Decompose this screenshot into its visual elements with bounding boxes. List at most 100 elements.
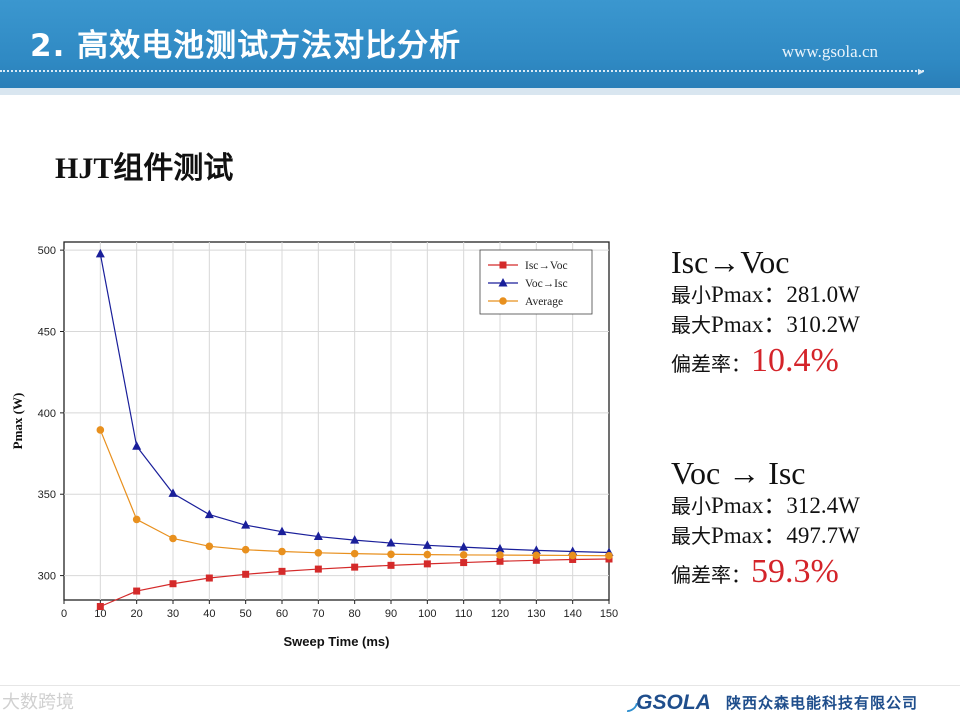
data-point-0 (96, 603, 104, 611)
data-point-1 (95, 248, 105, 258)
data-point-1 (241, 520, 251, 529)
legend-marker (499, 297, 507, 305)
data-point-2 (568, 551, 577, 560)
data-point-2 (605, 551, 613, 560)
x-tick-label: 90 (385, 608, 397, 620)
data-point-1 (422, 540, 432, 549)
data-point-1 (531, 545, 541, 554)
x-tick-label: 50 (240, 608, 252, 620)
min-label: 最小 (671, 494, 711, 518)
y-axis-label: Pmax (W) (10, 393, 25, 450)
data-point-2 (169, 534, 177, 543)
deviation-label: 偏差率： (671, 563, 751, 587)
page-title: 2. 高效电池测试方法对比分析 (30, 28, 462, 64)
data-point-0 (423, 560, 431, 568)
x-tick-label: 60 (276, 608, 288, 620)
y-tick-label: 350 (38, 489, 56, 501)
panel-isc-voc: Isc→Voc 最小Pmax：281.0W 最大Pmax：310.2W 偏差率：… (671, 244, 860, 385)
watermark: 大数跨境 (2, 692, 74, 713)
data-point-2 (387, 550, 395, 559)
section-title: HJT组件测试 (55, 143, 233, 187)
data-point-0 (205, 574, 213, 582)
data-point-0 (496, 557, 504, 565)
data-point-0 (387, 561, 395, 569)
header-divider (0, 70, 924, 72)
data-point-1 (313, 531, 323, 541)
data-point-2 (459, 551, 468, 559)
data-point-1 (495, 543, 505, 553)
data-point-2 (423, 550, 432, 559)
x-tick-label: 20 (131, 608, 143, 620)
data-point-2 (532, 551, 541, 560)
x-tick-label: 150 (600, 608, 618, 620)
panel-heading: Isc→Voc (671, 244, 790, 280)
data-point-0 (242, 570, 250, 578)
header-bar: 2. 高效电池测试方法对比分析 www.gsola.cn ▸ (0, 0, 960, 88)
section-title-latin: HJT (55, 152, 114, 185)
data-point-0 (351, 563, 359, 571)
max-label: 最大 (671, 524, 711, 548)
x-tick-label: 40 (203, 608, 215, 620)
data-point-2 (278, 547, 286, 556)
data-point-2 (96, 426, 105, 434)
data-point-0 (133, 587, 141, 595)
x-tick-label: 80 (349, 608, 361, 620)
deviation-rate: 偏差率：10.4% (671, 340, 860, 385)
deviation-value: 10.4% (751, 342, 839, 379)
x-tick-label: 0 (61, 608, 67, 620)
min-value: Pmax：312.4W (711, 493, 860, 518)
company-name: 陕西众森电能科技有限公司 (726, 694, 919, 712)
max-value: Pmax：497.7W (711, 523, 860, 548)
data-point-2 (132, 515, 141, 524)
data-point-2 (350, 549, 359, 558)
x-tick-label: 140 (563, 608, 581, 620)
max-value: Pmax：310.2W (711, 312, 860, 337)
x-tick-label: 70 (312, 608, 324, 620)
data-point-0 (460, 559, 468, 567)
header-shadow (0, 88, 960, 95)
data-point-0 (569, 555, 577, 563)
company-logo: ◞GSOLA (628, 690, 711, 715)
data-point-1 (168, 488, 178, 497)
logo-swoosh-icon: ◞ (628, 691, 637, 714)
panel-heading: Voc → Isc (671, 455, 806, 491)
data-point-0 (314, 565, 322, 573)
data-point-1 (132, 441, 142, 450)
data-point-1 (386, 538, 396, 547)
x-tick-label: 130 (527, 608, 545, 620)
min-value: Pmax：281.0W (711, 282, 860, 307)
max-pmax: 最大Pmax：310.2W (671, 310, 860, 340)
pmax-sweep-chart: 0 10 20 30 40 50 60 70 80 90 100 110 120 130 140 150 300… (10, 241, 618, 649)
data-point-1 (204, 509, 214, 519)
legend-label: Voc→Isc (525, 278, 568, 290)
data-point-0 (169, 580, 177, 588)
legend-marker (499, 261, 507, 269)
max-label: 最大 (671, 313, 711, 337)
header-url[interactable]: www.gsola.cn (781, 42, 878, 61)
y-tick-label: 300 (38, 571, 56, 583)
min-label: 最小 (671, 283, 711, 307)
legend-label: Average (525, 296, 563, 308)
x-tick-label: 100 (418, 608, 436, 620)
panel-voc-isc: Voc → Isc 最小Pmax：312.4W 最大Pmax：497.7W 偏差… (671, 455, 860, 596)
data-point-2 (496, 551, 504, 559)
data-point-2 (205, 542, 214, 551)
x-tick-label: 110 (455, 608, 473, 620)
y-tick-label: 500 (38, 245, 56, 257)
deviation-rate: 偏差率：59.3% (671, 551, 860, 596)
x-axis-label: Sweep Time (ms) (284, 634, 390, 649)
data-point-1 (350, 535, 360, 544)
y-tick-label: 400 (38, 408, 56, 420)
x-tick-label: 10 (94, 608, 106, 620)
min-pmax: 最小Pmax：281.0W (671, 280, 860, 310)
chart-container: 0 10 20 30 40 50 60 70 80 90 100 110 120 130 140 150 300… (0, 230, 625, 660)
footer-divider (0, 685, 960, 686)
section-title-cn: 组件测试 (113, 151, 234, 186)
data-point-2 (314, 549, 323, 557)
data-point-0 (278, 567, 286, 575)
x-tick-label: 120 (491, 608, 509, 620)
deviation-label: 偏差率： (671, 352, 751, 376)
logo-text: GSOLA (636, 691, 711, 714)
data-point-2 (241, 545, 250, 554)
data-point-1 (459, 542, 469, 551)
